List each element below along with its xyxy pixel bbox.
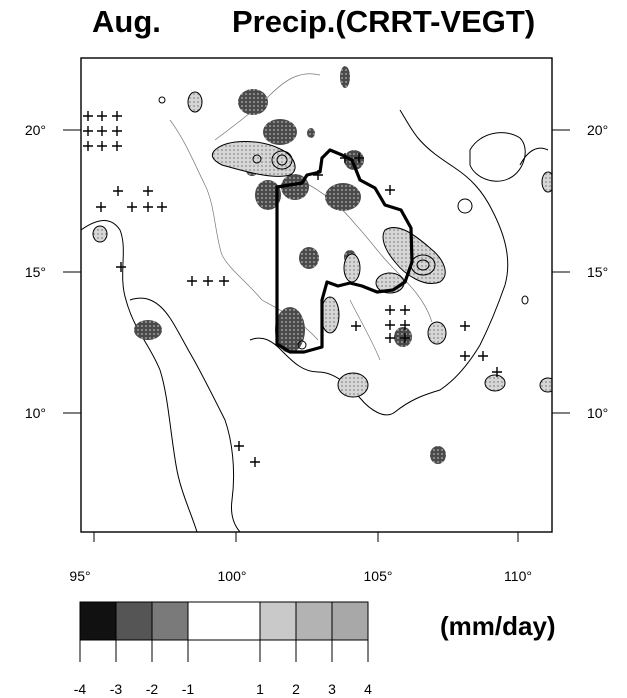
colorbar-ticks — [80, 640, 368, 662]
lat-tick-label-right-10: 10° — [587, 405, 608, 421]
colorbar-label: -2 — [146, 681, 159, 697]
lon-tick-label-100: 100° — [218, 568, 247, 584]
colorbar-label: 1 — [256, 681, 264, 697]
lat-tick-label-left-10: 10° — [25, 405, 46, 421]
colorbar-swatch — [152, 602, 188, 640]
colorbar-swatch — [80, 602, 116, 640]
colorbar-label: -4 — [74, 681, 87, 697]
colorbar-label: -3 — [110, 681, 123, 697]
colorbar-label: 4 — [364, 681, 372, 697]
lon-tick-label-95: 95° — [69, 568, 90, 584]
colorbar-swatch — [188, 602, 260, 640]
colorbar-swatch — [116, 602, 152, 640]
colorbar-swatch — [260, 602, 296, 640]
colorbar-label: -1 — [182, 681, 195, 697]
lat-tick-label-left-15: 15° — [25, 264, 46, 280]
colorbar-label: 2 — [292, 681, 300, 697]
colorbar-swatch — [296, 602, 332, 640]
colorbar-label: 3 — [328, 681, 336, 697]
lat-tick-label-left-20: 20° — [25, 122, 46, 138]
lat-tick-label-right-15: 15° — [587, 264, 608, 280]
colorbar — [80, 602, 368, 640]
lat-tick-label-right-20: 20° — [587, 122, 608, 138]
colorbar-unit: (mm/day) — [440, 611, 556, 642]
lon-tick-label-105: 105° — [364, 568, 393, 584]
colorbar-swatch — [332, 602, 368, 640]
map-area — [81, 58, 556, 532]
lon-tick-label-110: 110° — [504, 568, 532, 584]
